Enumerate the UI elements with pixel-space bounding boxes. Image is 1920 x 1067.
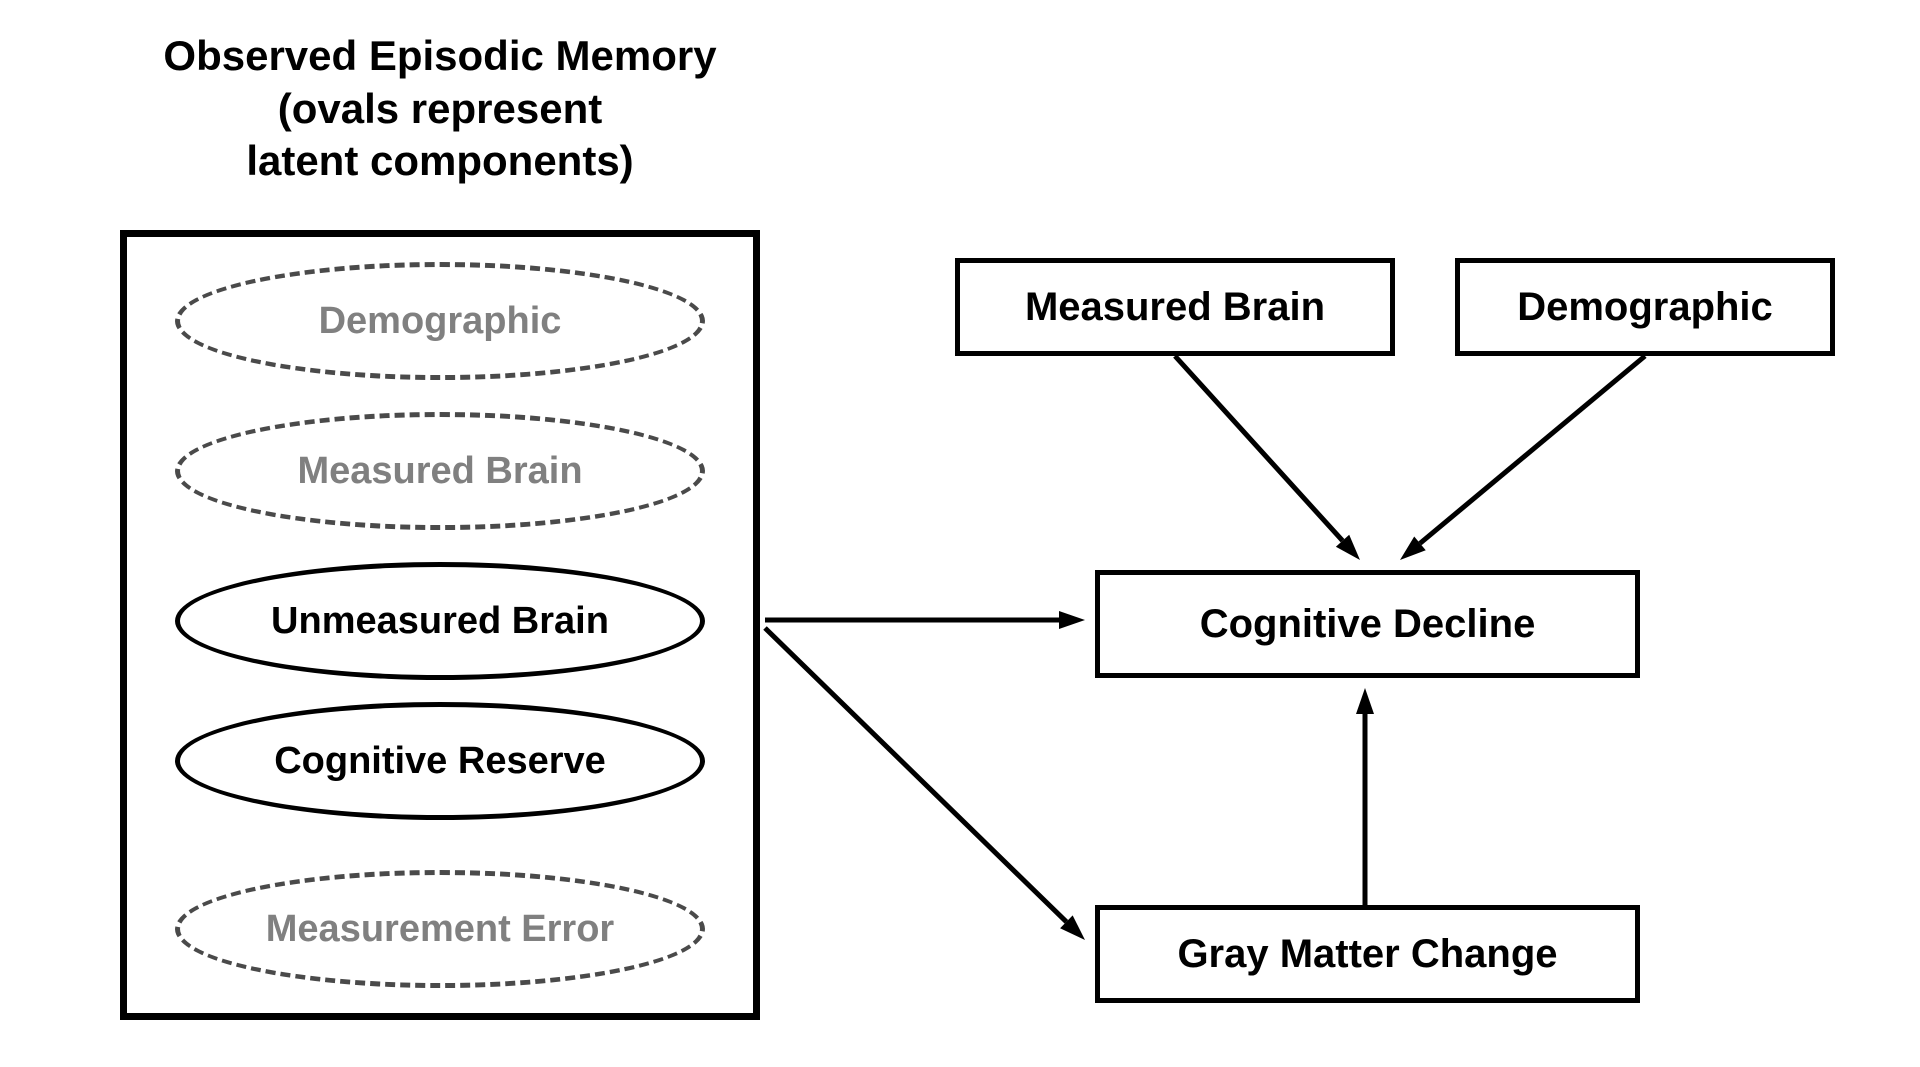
title-line-1: Observed Episodic Memory (120, 30, 760, 83)
diagram-title: Observed Episodic Memory (ovals represen… (120, 30, 760, 188)
measurement-error-latent: Measurement Error (175, 870, 705, 988)
demographic-box-label: Demographic (1517, 285, 1773, 330)
cognitive-decline-box-label: Cognitive Decline (1200, 602, 1536, 647)
cognitive-decline-box: Cognitive Decline (1095, 570, 1640, 678)
arrow-demo-to-cd-head (1400, 536, 1426, 560)
gray-matter-change-box-label: Gray Matter Change (1177, 932, 1557, 977)
cognitive-reserve-latent-label: Cognitive Reserve (274, 740, 606, 783)
title-line-2: (ovals represent (120, 83, 760, 136)
unmeasured-brain-latent-label: Unmeasured Brain (271, 600, 609, 643)
arrow-mb-to-cd-shaft (1175, 356, 1343, 541)
gray-matter-change-box: Gray Matter Change (1095, 905, 1640, 1003)
measured-brain-latent-label: Measured Brain (297, 450, 582, 493)
demographic-latent: Demographic (175, 262, 705, 380)
cognitive-reserve-latent: Cognitive Reserve (175, 702, 705, 820)
title-line-3: latent components) (120, 135, 760, 188)
unmeasured-brain-latent: Unmeasured Brain (175, 562, 705, 680)
demographic-latent-label: Demographic (319, 300, 562, 343)
arrow-mb-to-cd-head (1336, 535, 1360, 560)
measurement-error-latent-label: Measurement Error (266, 908, 614, 951)
demographic-box: Demographic (1455, 258, 1835, 356)
diagram-canvas: Observed Episodic Memory (ovals represen… (0, 0, 1920, 1067)
arrow-box-to-cd-head (1059, 611, 1085, 629)
measured-brain-box-label: Measured Brain (1025, 285, 1325, 330)
measured-brain-box: Measured Brain (955, 258, 1395, 356)
arrow-demo-to-cd-shaft (1420, 356, 1645, 543)
arrow-gmc-to-cd-head (1356, 688, 1374, 714)
measured-brain-latent: Measured Brain (175, 412, 705, 530)
arrow-box-to-gmc-shaft (765, 628, 1066, 922)
arrow-box-to-gmc-head (1060, 915, 1085, 940)
